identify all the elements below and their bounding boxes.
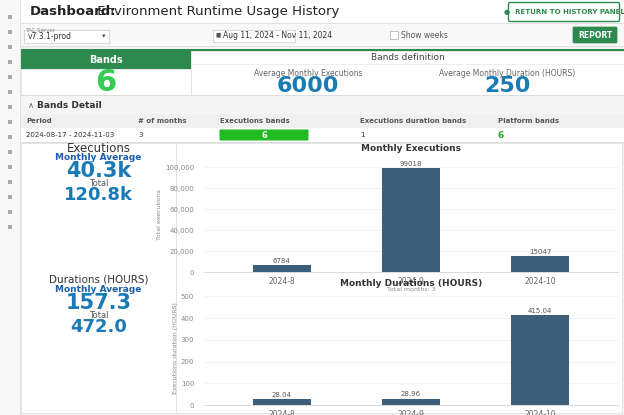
Bar (21, 95, 624, 96)
Text: 250: 250 (484, 76, 530, 96)
Text: 6784: 6784 (273, 258, 291, 264)
Bar (21, 24, 624, 25)
Bar (511, 256, 570, 272)
Text: Total: Total (89, 178, 108, 188)
Text: Show weeks: Show weeks (401, 30, 448, 39)
Bar (382, 168, 440, 272)
Text: ■: ■ (216, 32, 222, 37)
Bar (21, 128, 624, 142)
Bar (21, 114, 624, 115)
Text: 15047: 15047 (529, 249, 552, 255)
Text: v7.3.1-prod: v7.3.1-prod (28, 32, 72, 41)
FancyBboxPatch shape (573, 27, 617, 43)
Text: Period: Period (26, 118, 52, 124)
Bar (213, 30, 295, 42)
Text: 28.96: 28.96 (401, 391, 421, 398)
Text: ●  RETURN TO HISTORY PANEL: ● RETURN TO HISTORY PANEL (504, 9, 624, 15)
Text: Executions: Executions (67, 142, 130, 154)
Bar (21, 96, 624, 114)
Text: 40.3k: 40.3k (66, 161, 131, 181)
Bar (24, 30, 109, 43)
Text: Platform bands: Platform bands (498, 118, 559, 124)
Text: 472.0: 472.0 (70, 318, 127, 336)
Title: Monthly Durations (HOURS): Monthly Durations (HOURS) (340, 279, 482, 288)
Text: 6: 6 (95, 68, 117, 97)
Text: Environment Runtime Usage History: Environment Runtime Usage History (93, 5, 339, 19)
Bar (0, 0, 20, 415)
Bar (191, 64, 624, 65)
Text: 6: 6 (498, 130, 504, 139)
Bar (21, 114, 624, 128)
Text: Executions bands: Executions bands (220, 118, 290, 124)
Text: Bands Detail: Bands Detail (37, 100, 102, 110)
Bar (390, 31, 398, 39)
Text: Bands definition: Bands definition (371, 54, 444, 63)
Text: 6: 6 (261, 130, 267, 139)
Bar (21, 143, 176, 413)
Y-axis label: Total executions: Total executions (157, 189, 162, 240)
Text: TAC Server: TAC Server (25, 28, 55, 33)
Bar (511, 315, 570, 405)
Text: 120.8k: 120.8k (64, 186, 133, 204)
FancyBboxPatch shape (509, 2, 620, 22)
Text: ▾: ▾ (102, 34, 105, 39)
Text: 6000: 6000 (276, 76, 339, 96)
Text: 157.3: 157.3 (66, 293, 132, 313)
Text: # of months: # of months (138, 118, 187, 124)
Bar (253, 399, 311, 405)
Bar (21, 142, 624, 143)
Bar (191, 51, 624, 96)
Y-axis label: Executions duration (HOURS): Executions duration (HOURS) (173, 303, 178, 394)
Bar (382, 399, 440, 405)
Text: 99018: 99018 (400, 161, 422, 167)
Text: 2024-08-17 - 2024-11-03: 2024-08-17 - 2024-11-03 (26, 132, 114, 138)
Text: ∧: ∧ (28, 100, 34, 110)
Bar (21, 69, 191, 96)
Text: REPORT: REPORT (578, 30, 612, 39)
Text: Average Monthly Executions: Average Monthly Executions (254, 68, 362, 78)
Bar (21, 49, 624, 51)
Text: 28.04: 28.04 (271, 392, 291, 398)
Text: 1: 1 (360, 132, 364, 138)
Text: Executions duration bands: Executions duration bands (360, 118, 466, 124)
Text: 415.04: 415.04 (528, 308, 553, 313)
Bar (20, 0, 21, 415)
Text: 3: 3 (138, 132, 142, 138)
Bar (21, 46, 624, 47)
FancyBboxPatch shape (220, 129, 308, 141)
Bar (21, 24, 624, 46)
Title: Monthly Executions: Monthly Executions (361, 144, 461, 154)
Bar (21, 51, 191, 69)
Bar (253, 265, 311, 272)
Bar (21, 0, 624, 24)
Text: Total months: 3: Total months: 3 (387, 287, 436, 292)
Text: Bands: Bands (89, 55, 123, 65)
Text: Aug 11, 2024 - Nov 11, 2024: Aug 11, 2024 - Nov 11, 2024 (223, 30, 332, 39)
Text: Monthly Average: Monthly Average (56, 286, 142, 295)
Text: Average Monthly Duration (HOURS): Average Monthly Duration (HOURS) (439, 68, 575, 78)
Text: Monthly Average: Monthly Average (56, 154, 142, 163)
Text: Total: Total (89, 310, 108, 320)
Bar (21, 69, 191, 96)
Bar (21, 128, 624, 129)
Bar (176, 143, 622, 413)
Text: Durations (HOURS): Durations (HOURS) (49, 275, 149, 285)
Bar (21, 23, 624, 24)
Text: Dashboard:: Dashboard: (30, 5, 117, 19)
